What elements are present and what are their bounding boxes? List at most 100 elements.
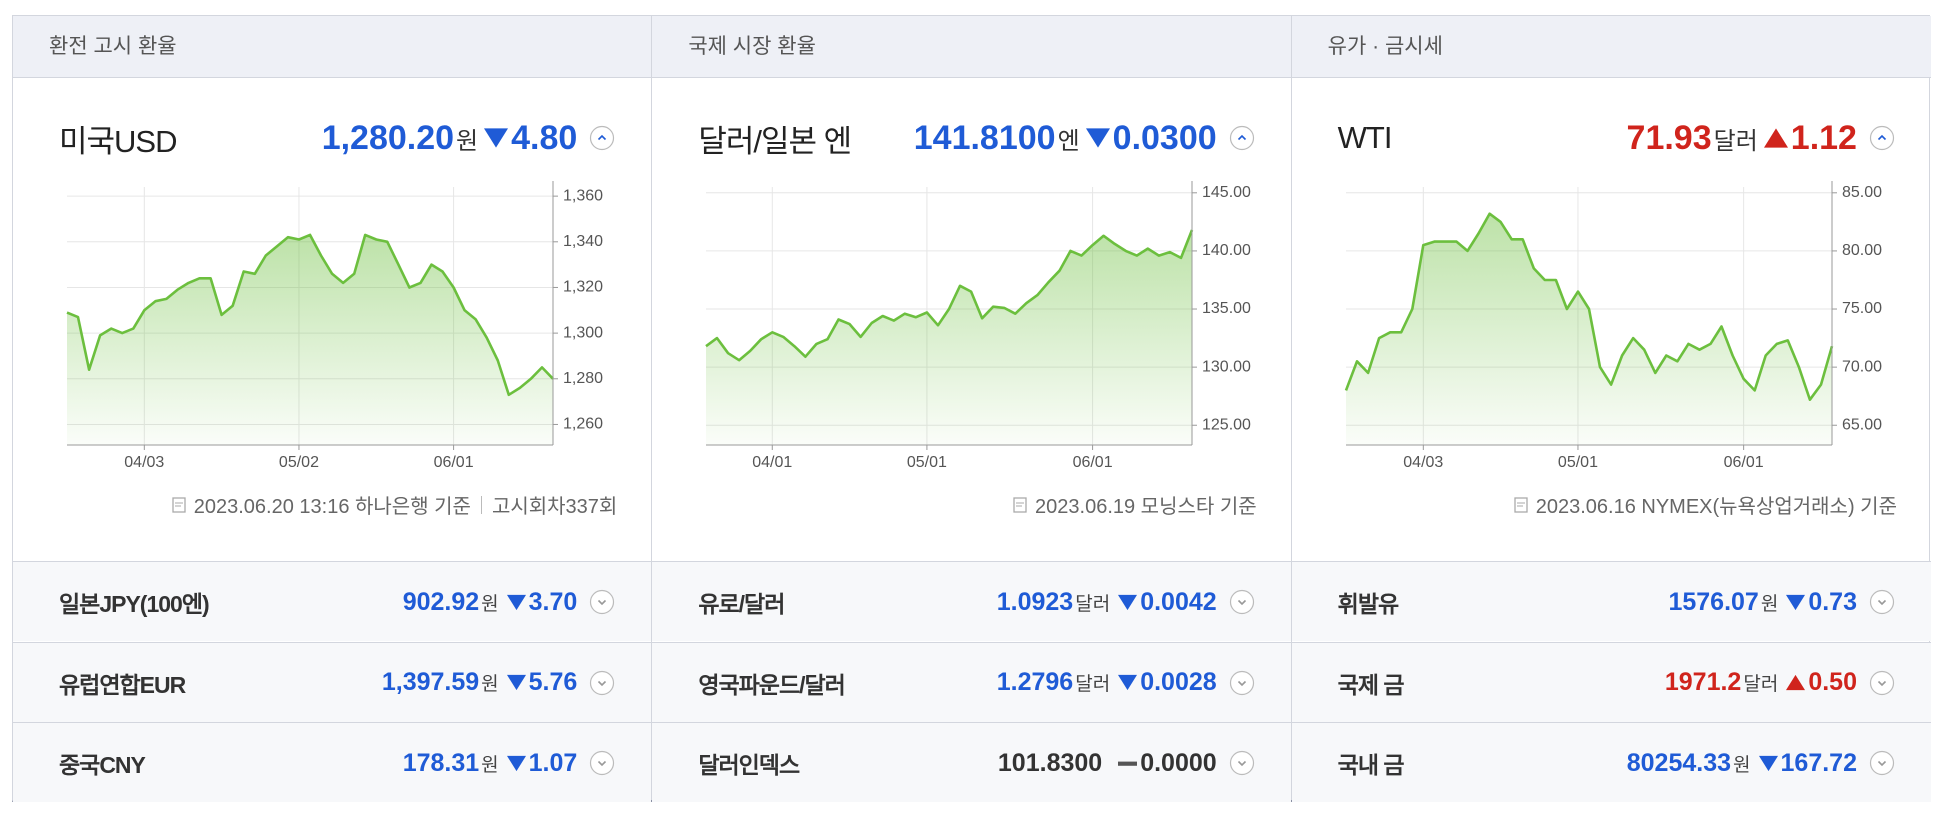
collapse-button[interactable] xyxy=(589,125,615,151)
arrow-down xyxy=(506,594,526,610)
change: 167.72 xyxy=(1780,748,1857,777)
y-tick-label: 1,320 xyxy=(563,279,603,296)
unit: 달러 xyxy=(1743,674,1779,695)
area xyxy=(1345,213,1832,445)
expand-button[interactable] xyxy=(1229,670,1255,696)
chart: 1,260 1,280 1,300 1,320 1,340 1,360 04/03 05/02… xyxy=(66,181,603,471)
quote: 휘발유 1576.07 원 0.73 xyxy=(1338,562,1895,642)
chevron xyxy=(598,680,607,686)
button-ring xyxy=(1869,670,1895,695)
quote: 유로/달러 1.0923 달러 0.0042 xyxy=(698,562,1254,642)
button-ring xyxy=(590,750,615,776)
change: 5.76 xyxy=(528,668,578,696)
change-arrow xyxy=(1118,761,1138,766)
price: 80254.33 xyxy=(1626,748,1732,777)
change-arrow xyxy=(1763,128,1788,148)
collapse-button[interactable] xyxy=(1229,125,1255,151)
panel: 환전 고시 환율 미국USD 1,280.20 원 4.80 1,260 1,280 1,30… xyxy=(13,16,653,802)
y-tick-label: 65.00 xyxy=(1842,416,1882,433)
arrow-down xyxy=(1118,674,1138,691)
price: 1971.2 xyxy=(1664,668,1742,696)
quote-row: 국내 금 80254.33 원 167.72 xyxy=(1291,722,1931,802)
expand-button[interactable] xyxy=(589,589,615,615)
quote-values: 1.2796 달러 0.0028 xyxy=(997,668,1255,697)
expand-button[interactable] xyxy=(589,750,615,776)
quote-name: 국제 금 xyxy=(1337,671,1405,698)
button-ring xyxy=(1869,589,1895,615)
expand-button[interactable] xyxy=(1229,750,1255,776)
arrow-up xyxy=(1763,128,1788,148)
change: 0.0300 xyxy=(1112,118,1217,157)
y-tick-label: 70.00 xyxy=(1842,358,1882,375)
change-arrow xyxy=(506,594,526,610)
change: 0.50 xyxy=(1808,668,1857,696)
separator xyxy=(480,495,482,514)
doc xyxy=(1013,496,1027,513)
chevron xyxy=(1237,599,1246,606)
x-tick-label: 04/03 xyxy=(124,454,164,471)
unit: 달러 xyxy=(1075,674,1111,695)
quote-name: 휘발유 xyxy=(1337,591,1399,617)
change-arrow xyxy=(1786,674,1806,691)
y-tick-label: 1,280 xyxy=(563,370,603,387)
price: 1,397.59 xyxy=(381,668,480,696)
quote-name: 달러인덱스 xyxy=(698,752,800,778)
y-tick-label: 80.00 xyxy=(1842,242,1882,259)
quote-name: 유럽연합EUR xyxy=(59,671,186,698)
quote: 달러인덱스 101.8300 0.0000 xyxy=(698,723,1254,803)
quote-name: 유로/달러 xyxy=(698,591,785,617)
area xyxy=(706,230,1193,445)
price: 1,280.20 xyxy=(321,118,455,157)
quote-values: 1576.07 원 0.73 xyxy=(1668,588,1895,617)
chevron xyxy=(1237,680,1246,686)
doc-icon xyxy=(1013,496,1027,513)
x-tick-label: 05/02 xyxy=(279,454,319,471)
button-ring xyxy=(590,125,615,151)
price: 902.92 xyxy=(402,587,480,616)
button-ring xyxy=(590,589,615,615)
quote-name: 달러/일본 엔 xyxy=(698,123,852,159)
flat-bar xyxy=(1118,761,1138,766)
quote-values: 1,397.59 원 5.76 xyxy=(382,668,615,697)
unit: 엔 xyxy=(1057,127,1080,155)
chevron xyxy=(598,599,607,606)
button-ring xyxy=(1229,589,1254,615)
y-tick-label: 1,360 xyxy=(563,187,603,204)
quote-values: 178.31 원 1.07 xyxy=(403,749,616,778)
quote-values: 80254.33 원 167.72 xyxy=(1627,749,1895,778)
price: 1.2796 xyxy=(996,668,1074,696)
expand-button[interactable] xyxy=(1869,670,1895,696)
x-tick-label: 06/01 xyxy=(434,454,474,471)
expand-button[interactable] xyxy=(1229,589,1255,615)
quote-name: 중국CNY xyxy=(59,752,146,778)
expand-button[interactable] xyxy=(1869,589,1895,615)
quote-values: 101.8300 0.0000 xyxy=(998,749,1255,778)
unit: 원 xyxy=(1733,754,1751,776)
button-ring xyxy=(1229,670,1254,695)
footnote: 2023.06.19 모닝스타 기준 xyxy=(1011,490,1257,519)
chevron xyxy=(1237,134,1246,141)
change-arrow xyxy=(1085,128,1110,148)
y-tick-label: 1,340 xyxy=(563,233,603,250)
chevron xyxy=(1877,599,1887,606)
doc-icon xyxy=(1514,496,1528,513)
quote-values: 1,280.20 원 4.80 xyxy=(322,119,616,158)
arrow-down xyxy=(1758,755,1778,771)
chevron xyxy=(1877,134,1887,141)
expand-button[interactable] xyxy=(1869,750,1895,776)
unit: 원 xyxy=(481,754,499,776)
change: 0.0000 xyxy=(1140,748,1217,777)
unit: 원 xyxy=(1760,593,1779,615)
y-tick-label: 145.00 xyxy=(1202,184,1251,201)
collapse-button[interactable] xyxy=(1869,125,1895,151)
panel: 유가 · 금시세 WTI 71.93 달러 1.12 65.00 70.00 75.00 80.… xyxy=(1291,16,1931,802)
expand-button[interactable] xyxy=(589,670,615,696)
y-tick-label: 130.00 xyxy=(1202,358,1251,375)
quote-row: 달러인덱스 101.8300 0.0000 xyxy=(652,722,1291,803)
quote-row: 중국CNY 178.31 원 1.07 xyxy=(13,722,652,802)
quote-row: 유럽연합EUR 1,397.59 원 5.76 xyxy=(13,641,652,722)
y-tick-label: 75.00 xyxy=(1842,300,1882,317)
line xyxy=(1344,212,1833,401)
unit: 원 xyxy=(456,127,479,155)
y-tick-label: 1,260 xyxy=(563,416,603,433)
